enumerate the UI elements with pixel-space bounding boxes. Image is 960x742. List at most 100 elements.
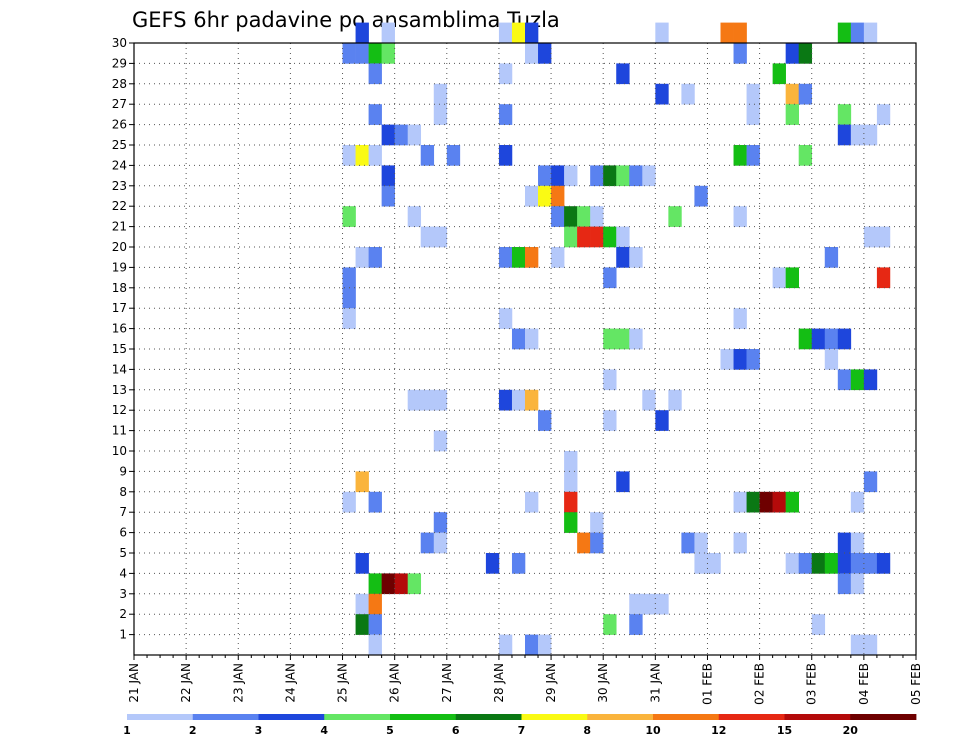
- heatmap-cell: [551, 247, 565, 268]
- heatmap-cell: [798, 145, 813, 166]
- colorbar-label: 6: [452, 724, 460, 737]
- heatmap-cell: [655, 593, 669, 615]
- heatmap-cell: [564, 206, 578, 227]
- colorbar-label: 5: [386, 724, 394, 737]
- heatmap-cell: [616, 471, 630, 493]
- heatmap-cell: [433, 104, 448, 125]
- heatmap-cell: [498, 63, 513, 85]
- heatmap-cell: [342, 267, 356, 289]
- heatmap-cell: [603, 328, 617, 350]
- heatmap-cell: [498, 389, 513, 411]
- heatmap-cell: [837, 532, 852, 554]
- heatmap-cell: [511, 247, 526, 268]
- y-tick-label: 11: [112, 424, 127, 438]
- colorbar-label: 10: [645, 724, 661, 737]
- colorbar-segment: [192, 714, 259, 720]
- heatmap-cell: [746, 104, 760, 125]
- heatmap-cell: [538, 43, 552, 64]
- heatmap-cell: [629, 328, 643, 350]
- heatmap-cell: [642, 389, 656, 411]
- y-tick-label: 20: [112, 240, 127, 254]
- heatmap-cell: [837, 124, 852, 146]
- heatmap-cell: [733, 532, 747, 554]
- chart-title: GEFS 6hr padavine po ansamblima Tuzla: [132, 8, 560, 32]
- heatmap-cell: [681, 532, 695, 554]
- heatmap-cell: [850, 573, 865, 595]
- heatmap-cell: [538, 410, 552, 431]
- colorbar-segment: [587, 714, 654, 720]
- heatmap-cell: [394, 573, 408, 595]
- colorbar-segment: [653, 714, 720, 720]
- heatmap-cell: [655, 83, 669, 105]
- heatmap-cell: [798, 83, 813, 105]
- heatmap-cell: [655, 22, 669, 44]
- heatmap-cell: [863, 553, 878, 574]
- y-tick-label: 17: [112, 301, 127, 315]
- heatmap-cell: [446, 145, 461, 166]
- heatmap-cell: [525, 328, 539, 350]
- heatmap-cell: [355, 553, 369, 574]
- x-tick-label: 05 FEB: [909, 663, 923, 705]
- heatmap-cell: [655, 410, 669, 431]
- heatmap-cell: [355, 593, 369, 615]
- heatmap-cell: [863, 369, 878, 391]
- y-tick-label: 3: [119, 587, 127, 601]
- heatmap-cell: [798, 328, 813, 350]
- heatmap-cell: [420, 389, 435, 411]
- x-tick-label: 01 FEB: [700, 663, 714, 705]
- y-tick-label: 1: [119, 628, 127, 642]
- heatmap-cell: [876, 553, 891, 574]
- heatmap-cell: [629, 593, 643, 615]
- heatmap-cell: [342, 206, 356, 227]
- heatmap-cell: [876, 104, 891, 125]
- heatmap-cell: [433, 532, 448, 554]
- heatmap-cell: [420, 145, 435, 166]
- y-tick-label: 29: [112, 56, 127, 70]
- heatmap-cell: [733, 206, 747, 227]
- heatmap-cell: [603, 226, 617, 248]
- y-tick-label: 24: [112, 158, 127, 172]
- heatmap-cell: [525, 491, 539, 513]
- heatmap-cell: [381, 43, 395, 64]
- heatmap-cell: [564, 451, 578, 472]
- colorbar-segment: [258, 714, 325, 720]
- heatmap-cell: [433, 389, 448, 411]
- heatmap-cell: [577, 532, 591, 554]
- heatmap-cell: [733, 22, 747, 44]
- heatmap-cell: [511, 22, 526, 44]
- x-tick-label: 03 FEB: [805, 663, 819, 705]
- heatmap-cell: [616, 63, 630, 85]
- colorbar-segment: [718, 714, 785, 720]
- heatmap-cell: [733, 491, 747, 513]
- heatmap-cell: [772, 491, 786, 513]
- heatmap-cell: [342, 287, 356, 309]
- grid-layer: [134, 43, 916, 655]
- heatmap-cell: [876, 226, 891, 248]
- y-tick-label: 18: [112, 281, 127, 295]
- heatmap-cell: [342, 43, 356, 64]
- heatmap-cell: [603, 165, 617, 187]
- colorbar-segment: [784, 714, 851, 720]
- heatmap-cell: [420, 226, 435, 248]
- heatmap-cell: [590, 512, 604, 533]
- heatmap-cell: [407, 124, 422, 146]
- heatmap-cell: [368, 63, 382, 85]
- heatmap-cell: [837, 22, 852, 44]
- colorbar-segment: [390, 714, 457, 720]
- y-tick-label: 28: [112, 77, 127, 91]
- y-tick-label: 22: [112, 199, 127, 213]
- y-tick-label: 8: [119, 485, 127, 499]
- heatmap-cell: [538, 185, 552, 207]
- heatmap-cell: [525, 43, 539, 64]
- heatmap-cell: [564, 512, 578, 533]
- x-tick-label: 21 JAN: [127, 663, 141, 703]
- heatmap-cell: [681, 83, 695, 105]
- heatmap-cell: [850, 491, 865, 513]
- x-tick-label: 31 JAN: [648, 663, 662, 703]
- heatmap-cell: [642, 593, 656, 615]
- heatmap-cell: [629, 247, 643, 268]
- y-axis: 1234567891011121314151617181920212223242…: [112, 36, 134, 642]
- heatmap-cell: [433, 83, 448, 105]
- heatmap-cell: [837, 369, 852, 391]
